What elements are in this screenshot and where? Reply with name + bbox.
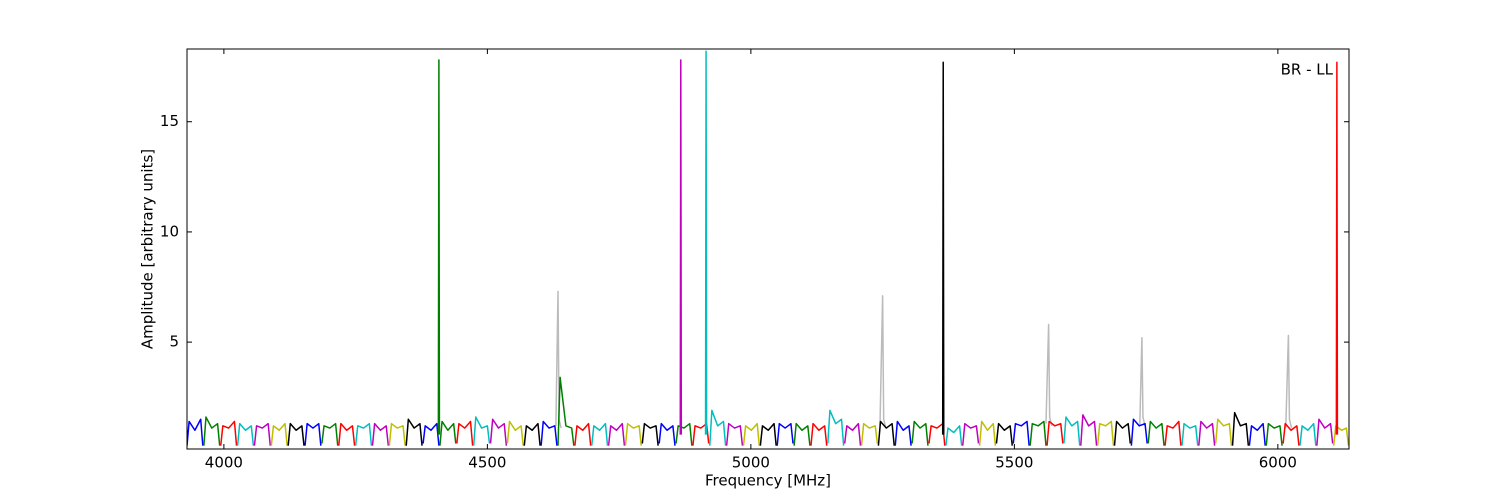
y-tick-label: 10 — [160, 222, 179, 240]
x-tick-label: 5000 — [732, 454, 770, 472]
spectrum-line — [287, 411, 1250, 446]
y-axis-label: Amplitude [arbitrary units] — [139, 149, 157, 349]
spectrum-line — [679, 59, 683, 435]
spectrum-line — [1335, 61, 1339, 435]
x-tick-label: 4500 — [468, 454, 506, 472]
x-axis-label: Frequency [MHz] — [705, 472, 831, 490]
spectrum-line — [704, 50, 708, 435]
spectrum-line — [555, 290, 1293, 429]
spectrum-line — [236, 409, 1317, 446]
y-tick-label: 15 — [160, 112, 179, 130]
spectrum-line — [437, 59, 441, 435]
axes-frame — [186, 48, 1350, 450]
spectrum-line — [187, 418, 1266, 446]
x-tick-label: 6000 — [1259, 454, 1297, 472]
y-tick-label: 5 — [169, 333, 179, 351]
plot-area — [187, 50, 1349, 446]
annotation: BR - LL — [1281, 61, 1334, 79]
spectrum-line — [219, 420, 1300, 446]
x-tick-label: 4000 — [205, 454, 243, 472]
spectrum-line — [203, 376, 1283, 446]
spectrum-line — [253, 414, 1334, 446]
x-tick-label: 5500 — [995, 454, 1033, 472]
spectrum-line — [941, 61, 945, 435]
spectrum-line — [270, 418, 1349, 446]
